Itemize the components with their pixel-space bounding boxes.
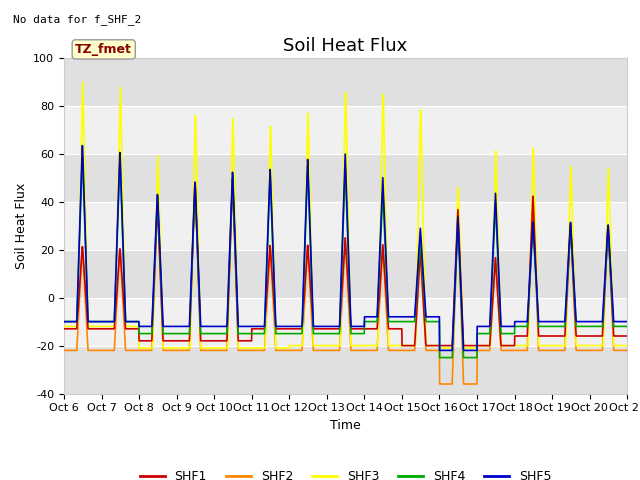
Text: No data for f_SHF_2: No data for f_SHF_2: [13, 14, 141, 25]
SHF3: [60, 324, 68, 329]
Bar: [64, 250, 627, 298]
Bar: [64, 106, 627, 154]
SHF4: [218, 331, 225, 336]
SHF5: [218, 324, 225, 329]
X-axis label: Time: Time: [330, 419, 361, 432]
SHF1: [574, 333, 582, 339]
Line: SHF4: SHF4: [64, 157, 627, 358]
SHF2: [574, 348, 582, 353]
SHF5: [574, 319, 582, 324]
SHF2: [623, 348, 631, 353]
SHF3: [623, 343, 631, 348]
SHF4: [510, 331, 518, 336]
SHF1: [510, 343, 518, 348]
Legend: SHF1, SHF2, SHF3, SHF4, SHF5: SHF1, SHF2, SHF3, SHF4, SHF5: [134, 465, 557, 480]
Bar: [64, 346, 627, 394]
SHF5: [623, 319, 631, 324]
Bar: [64, 58, 627, 106]
SHF2: [362, 348, 370, 353]
SHF4: [79, 155, 86, 160]
SHF5: [374, 284, 382, 290]
SHF4: [623, 324, 631, 329]
SHF2: [217, 348, 225, 353]
SHF5: [510, 324, 518, 329]
SHF2: [589, 348, 597, 353]
SHF1: [589, 333, 597, 339]
SHF4: [60, 319, 68, 324]
SHF4: [574, 324, 582, 329]
Line: SHF3: SHF3: [64, 82, 627, 348]
SHF1: [60, 326, 68, 332]
SHF3: [79, 79, 86, 85]
SHF1: [228, 177, 236, 182]
SHF4: [589, 324, 597, 329]
SHF4: [374, 291, 382, 297]
Title: Soil Heat Flux: Soil Heat Flux: [284, 36, 408, 55]
Bar: [64, 298, 627, 346]
SHF3: [135, 345, 143, 351]
Line: SHF2: SHF2: [64, 180, 627, 384]
SHF4: [436, 355, 444, 360]
SHF3: [375, 308, 383, 314]
Bar: [64, 154, 627, 202]
SHF5: [589, 319, 597, 324]
Line: SHF1: SHF1: [64, 180, 627, 346]
SHF5: [79, 143, 86, 148]
SHF5: [362, 314, 370, 320]
SHF2: [60, 348, 68, 353]
Y-axis label: Soil Heat Flux: Soil Heat Flux: [15, 182, 28, 269]
SHF1: [362, 326, 370, 332]
Line: SHF5: SHF5: [64, 145, 627, 350]
SHF2: [374, 325, 382, 331]
SHF4: [362, 319, 370, 324]
SHF1: [623, 333, 631, 339]
SHF2: [436, 381, 444, 387]
SHF3: [218, 345, 225, 351]
SHF3: [574, 343, 582, 348]
SHF1: [374, 308, 382, 314]
SHF3: [589, 343, 597, 348]
SHF5: [436, 348, 444, 353]
SHF1: [217, 338, 225, 344]
SHF5: [60, 319, 68, 324]
SHF2: [510, 348, 518, 353]
SHF2: [228, 177, 236, 182]
SHF1: [398, 343, 406, 348]
SHF3: [510, 343, 518, 348]
SHF3: [362, 343, 370, 348]
Bar: [64, 202, 627, 250]
Text: TZ_fmet: TZ_fmet: [76, 43, 132, 56]
